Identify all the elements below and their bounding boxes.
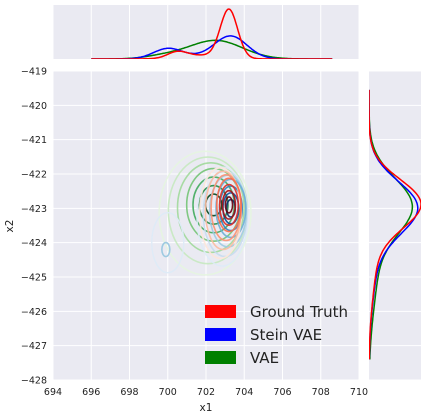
top-marginal-grid <box>52 5 360 59</box>
x-axis-label: x1 <box>200 402 213 414</box>
y-tick-label: −422 <box>21 170 47 181</box>
top-marginal-reds-curve <box>91 8 333 59</box>
right-marginal-reds-curve <box>369 89 421 360</box>
contour-level-reds <box>221 189 237 220</box>
legend-label: Ground Truth <box>250 303 348 321</box>
contour-level-blues <box>151 211 185 274</box>
x-tick-labels: 694 696 698 700 702 704 706 708 710 <box>44 387 368 398</box>
x-tick-label: 702 <box>197 387 215 398</box>
y-tick-labels: −428 −427 −426 −425 −424 −423 −422 −421 −420 −419 <box>21 67 47 387</box>
contour-level-reds <box>218 183 240 227</box>
x-tick-label: 708 <box>312 387 330 398</box>
x-tick-label: 696 <box>82 387 100 398</box>
x-tick-label: 700 <box>159 387 177 398</box>
x-tick-label: 710 <box>350 387 368 398</box>
right-marginal-curves <box>369 89 421 360</box>
x-tick-label: 704 <box>235 387 253 398</box>
right-marginal-panel <box>369 71 421 380</box>
y-tick-label: −421 <box>21 135 47 146</box>
x-tick-label: 706 <box>273 387 291 398</box>
contour-level-greens <box>158 150 252 276</box>
legend-label: Stein VAE <box>250 326 322 344</box>
legend: Ground Truth Stein VAE VAE <box>205 303 348 367</box>
legend-swatch <box>205 351 236 364</box>
contour-level-reds <box>216 177 242 233</box>
y-tick-label: −427 <box>21 341 47 352</box>
y-tick-label: −428 <box>21 376 47 387</box>
y-tick-label: −420 <box>21 101 47 112</box>
legend-swatch <box>205 328 236 341</box>
kde-contours <box>151 150 252 276</box>
y-tick-label: −423 <box>21 204 47 215</box>
x-tick-label: 698 <box>120 387 138 398</box>
y-axis-label: x2 <box>4 220 16 233</box>
legend-label: VAE <box>250 349 279 367</box>
x-tick-label: 694 <box>44 387 62 398</box>
y-tick-label: −424 <box>21 238 47 249</box>
contour-level-blues <box>161 241 171 258</box>
y-tick-label: −425 <box>21 273 47 284</box>
top-marginal-curves <box>91 8 333 59</box>
y-tick-label: −419 <box>21 67 47 78</box>
y-tick-label: −426 <box>21 307 47 318</box>
contour-level-reds <box>224 196 234 214</box>
legend-swatch <box>205 305 236 318</box>
